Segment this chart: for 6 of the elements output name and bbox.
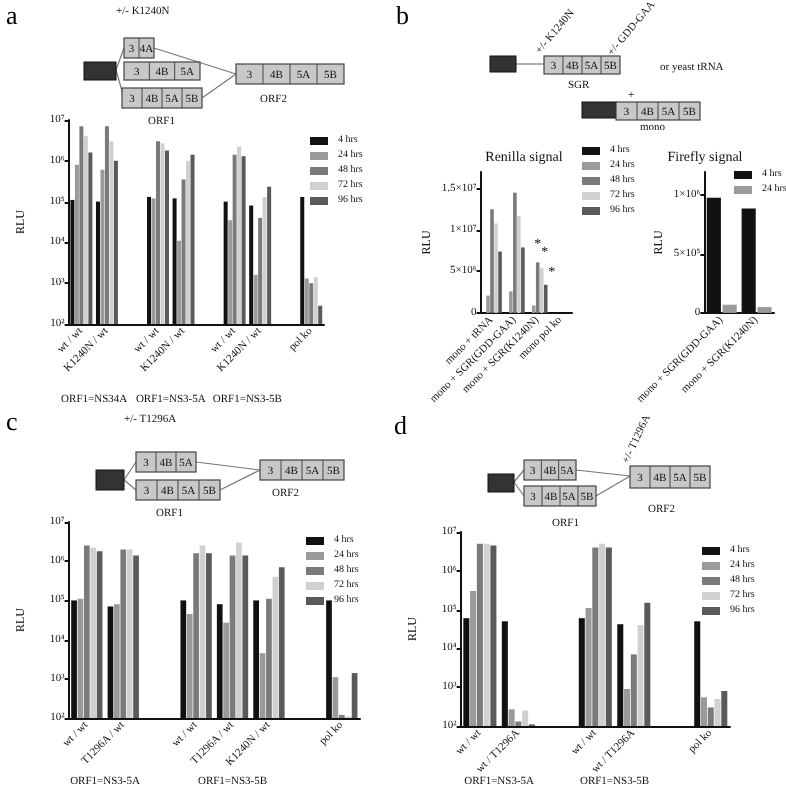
bar [757,307,772,313]
bar [722,304,737,313]
text: b [396,0,409,30]
text: a [6,0,18,30]
text: d [394,410,407,440]
text: c [6,406,18,436]
